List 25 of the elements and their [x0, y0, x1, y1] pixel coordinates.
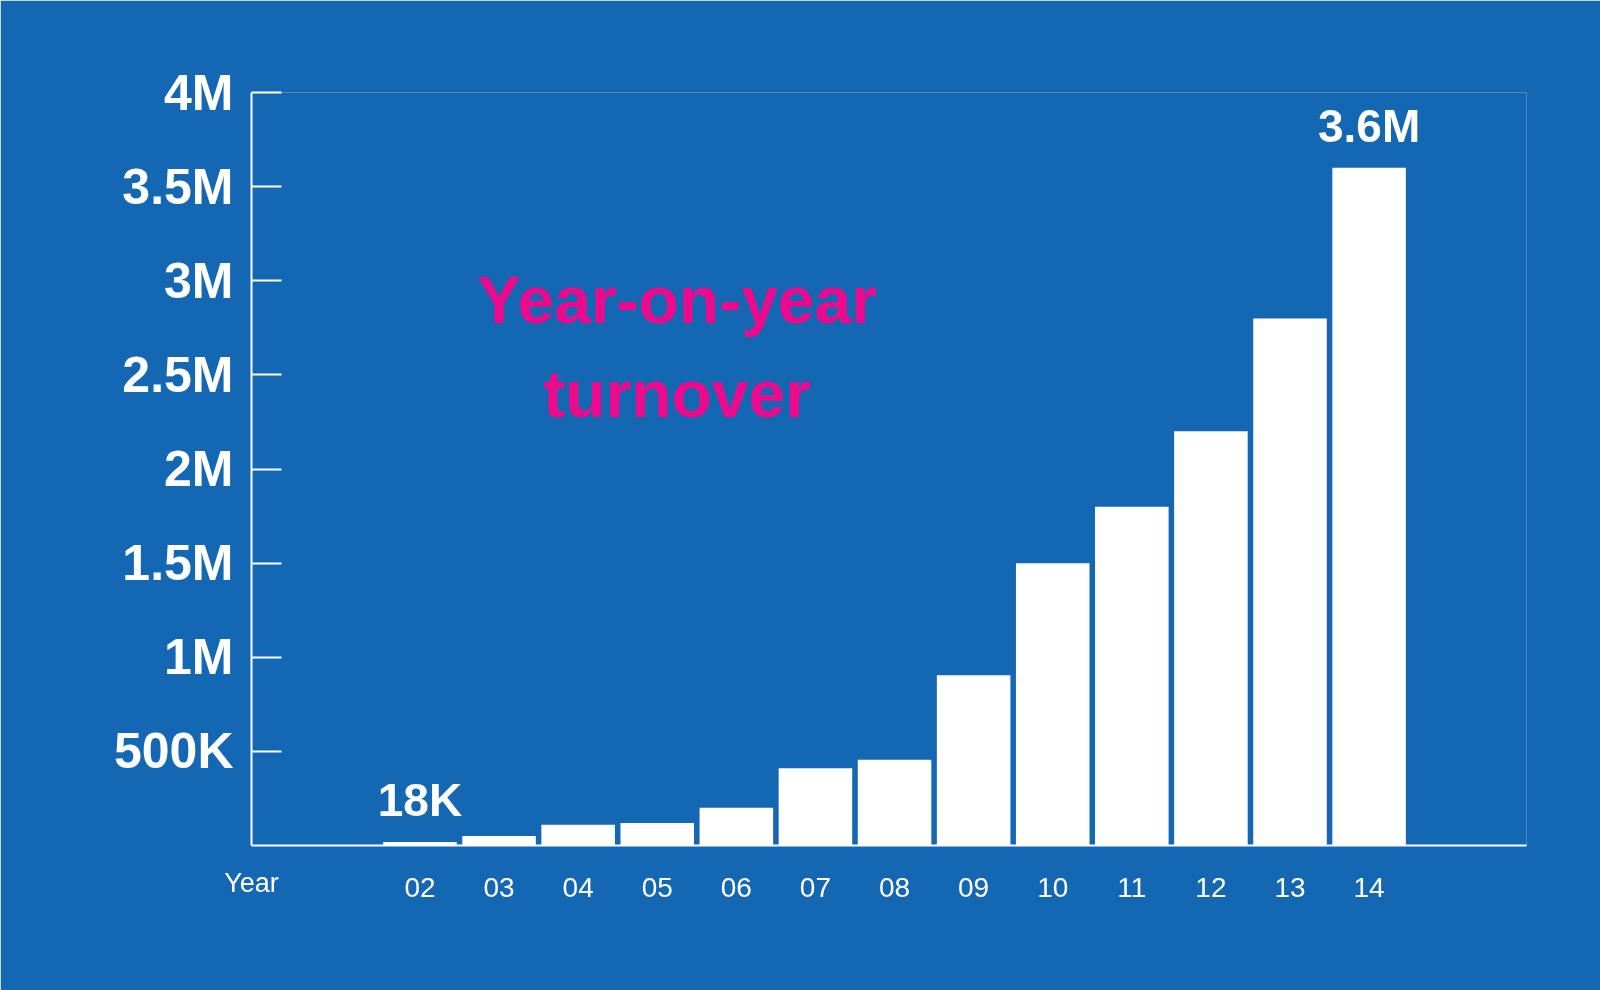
- x-axis-title: Year: [224, 867, 279, 898]
- x-tick-label: 06: [720, 871, 752, 903]
- x-tick-label: 13: [1274, 871, 1306, 903]
- x-tick-label: 09: [958, 871, 990, 903]
- x-tick-label: 08: [878, 871, 911, 903]
- data-label: 3.6M: [1317, 99, 1421, 152]
- y-tick-label: 500K: [113, 723, 234, 780]
- y-tick-label: 4M: [164, 64, 234, 121]
- x-tick-label: 11: [1117, 871, 1147, 903]
- x-tick-label: 02: [404, 871, 436, 903]
- x-tick-label: 10: [1037, 871, 1069, 903]
- y-tick-label: 1M: [164, 629, 234, 686]
- x-tick-label: 07: [799, 871, 832, 903]
- text: Year-on-year turnover: [477, 262, 877, 431]
- x-tick-label: 05: [641, 871, 673, 903]
- x-tick-label: 12: [1195, 871, 1227, 903]
- x-tick-label: 14: [1353, 871, 1385, 903]
- y-tick-label: 3M: [164, 252, 234, 309]
- y-tick-label: 3.5M: [122, 158, 234, 215]
- data-label: 18K: [377, 774, 463, 827]
- y-tick-label: 2.5M: [122, 346, 234, 403]
- x-tick-label: 04: [562, 871, 594, 903]
- y-tick-label: 1.5M: [122, 535, 234, 592]
- x-tick-label: 03: [483, 871, 515, 903]
- y-tick-label: 2M: [164, 441, 234, 497]
